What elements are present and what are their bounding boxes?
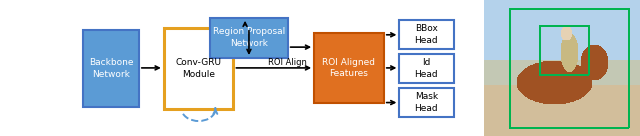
Bar (399, 54, 454, 83)
Text: BBox
Head: BBox Head (415, 24, 438, 45)
Text: ROI Align: ROI Align (268, 58, 307, 67)
Text: Region Proposal
Network: Region Proposal Network (213, 27, 285, 48)
Bar (399, 88, 454, 117)
Bar (164, 28, 234, 109)
Text: Mask
Head: Mask Head (415, 92, 438, 113)
Bar (210, 18, 288, 58)
Bar (83, 30, 139, 107)
Text: Backbone
Network: Backbone Network (89, 58, 133, 79)
Bar (314, 33, 384, 103)
Text: Id
Head: Id Head (415, 58, 438, 79)
Bar (399, 20, 454, 49)
Text: ROI Aligned
Features: ROI Aligned Features (323, 58, 376, 78)
Text: Conv-GRU
Module: Conv-GRU Module (175, 58, 221, 79)
